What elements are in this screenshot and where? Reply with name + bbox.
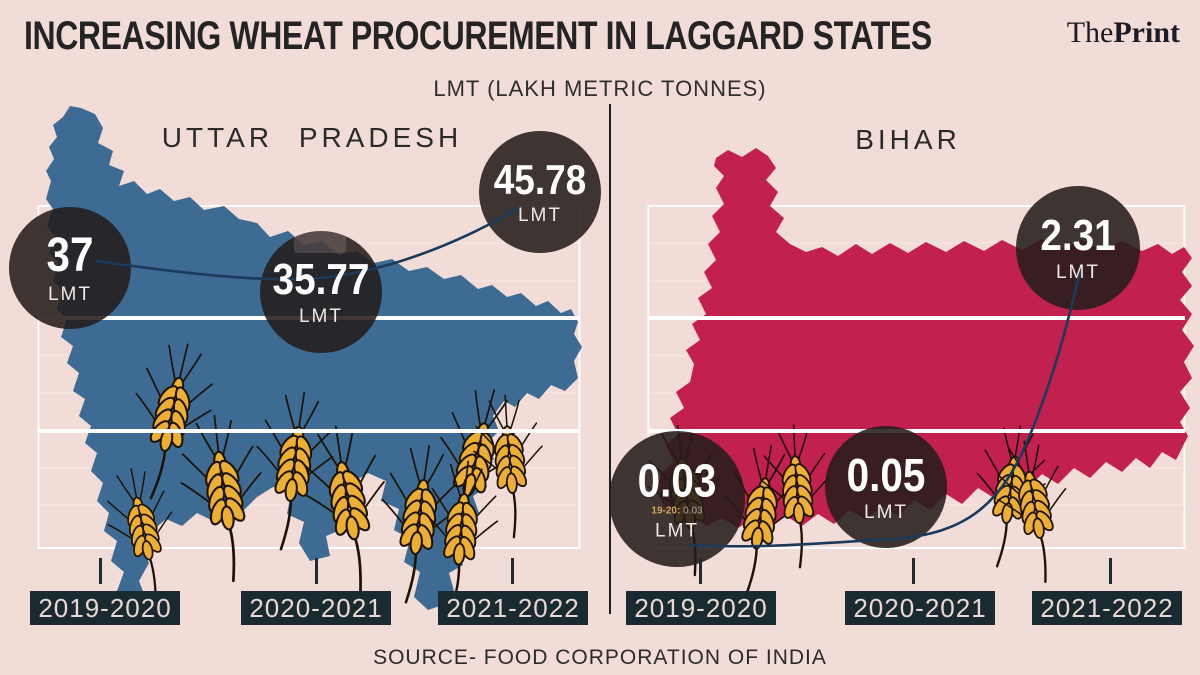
data-label-up-2021: 45.78 LMT [487, 156, 592, 226]
bubble-bihar-2019 [609, 431, 745, 567]
source-credit: SOURCE- FOOD CORPORATION OF INDIA [373, 646, 827, 669]
page-title: INCREASING WHEAT PROCUREMENT IN LAGGARD … [24, 14, 932, 58]
value-text: 35.77 [272, 255, 370, 304]
bubble-up-2020 [260, 231, 382, 353]
year-label-up-2020: 2020-2021 [241, 591, 391, 625]
year-tick [1109, 558, 1112, 584]
bubble-bihar-2021 [1016, 186, 1140, 310]
unit-note: LMT (LAKH METRIC TONNES) [433, 76, 767, 101]
year-label-up-2019: 2019-2020 [30, 591, 180, 625]
year-tick [315, 558, 318, 584]
value-text: 0.05 [846, 449, 926, 501]
data-bubbles [9, 131, 1140, 567]
value-text: 0.03 [637, 454, 717, 507]
data-label-up-2019: 37 LMT [43, 229, 96, 305]
brand-prefix: The [1066, 16, 1114, 49]
tooltip-remnant: 19-20: 0.03 [651, 505, 703, 517]
trend-line-bihar [689, 263, 1084, 548]
unit-text: LMT [517, 205, 562, 226]
year-tick [912, 558, 915, 584]
unit-text: LMT [655, 520, 699, 542]
theprint-logo[interactable]: ThePrint [1067, 16, 1180, 50]
data-label-up-2020: 35.77 LMT [266, 255, 376, 327]
bubble-bihar-2020 [825, 426, 947, 548]
data-label-bihar-2019: 0.03 19-20: 0.03 LMT [632, 458, 722, 541]
value-text: 2.31 [1040, 211, 1116, 260]
year-label-up-2021: 2021-2022 [438, 591, 588, 625]
data-label-bihar-2021: 2.31 LMT [1035, 211, 1121, 283]
year-tick [99, 558, 102, 584]
unit-text: LMT [1055, 262, 1100, 283]
year-tick [699, 558, 702, 584]
tooltip-artifact [294, 230, 346, 253]
panel-title-uttar-pradesh: UTTAR PRADESH [161, 122, 463, 153]
bubble-up-2019 [9, 207, 131, 329]
value-text: 45.78 [493, 156, 587, 203]
year-label-bihar-2021: 2021-2022 [1032, 591, 1182, 625]
trend-line-up [95, 205, 521, 281]
data-label-bihar-2020: 0.05 LMT [841, 452, 931, 522]
bubble-up-2021 [479, 131, 601, 253]
panel-title-bihar: BIHAR [855, 124, 961, 155]
year-label-bihar-2020: 2020-2021 [845, 591, 995, 625]
year-label-bihar-2019: 2019-2020 [626, 591, 776, 625]
grid-major-bihar [648, 316, 1185, 433]
brand-suffix: Print [1113, 16, 1180, 49]
uttar-pradesh-map [46, 106, 582, 623]
unit-text: LMT [298, 306, 343, 327]
value-text: 37 [46, 229, 94, 282]
unit-text: LMT [864, 502, 908, 523]
unit-text: LMT [47, 284, 92, 305]
panel-divider [609, 104, 611, 614]
year-tick [511, 558, 514, 584]
